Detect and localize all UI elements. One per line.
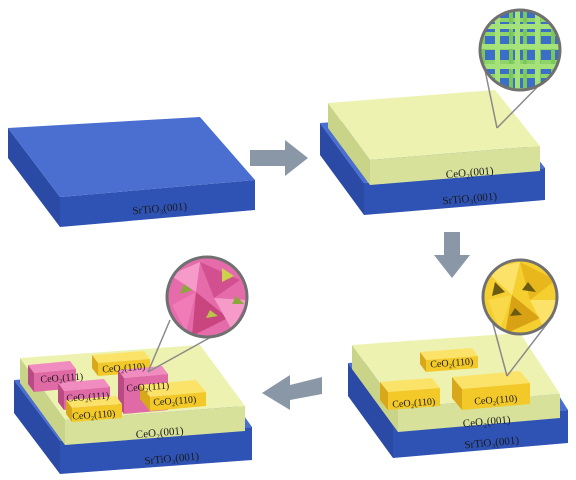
magnifier-callout-icon [147,255,249,373]
island-110-right [452,371,530,410]
magnifier-callout-icon [478,8,562,129]
magnifier-callout-icon [481,258,559,377]
panel-substrate: SrTiO₃(001) [8,117,255,227]
label-111-tall: CeO₂(111) [126,381,169,395]
label-111-back: CeO₂(111) [40,372,83,386]
island-110-right-label: CeO₂(110) [474,394,518,408]
islands-film-label: CeO₂(001) [462,414,511,430]
substrate-front [60,180,255,227]
substrate-top [8,117,255,197]
island-110-left [380,378,440,410]
panel-islands-110: SrTiO₃(001) CeO₂(001) CeO₂(110) CeO₂(110… [348,258,568,458]
substrate-label: SrTiO₃(001) [132,201,188,218]
island-110-back-label: CeO₂(110) [430,357,474,371]
label-110-back: CeO₂(110) [102,362,146,376]
island-110-front-right [140,380,206,411]
panel-film: SrTiO₃(001) CeO₂(001) [320,8,562,215]
islands-substrate-label: SrTiO₃(001) [464,435,520,452]
mixed-film-label: CeO₂(001) [135,425,184,441]
label-110-front-left: CeO₂(110) [72,409,116,423]
arrow-right-icon [250,140,308,176]
arrow-down-icon [434,232,470,278]
island-111-back [28,361,76,392]
film-label: CeO₂(001) [445,165,494,181]
island-110-left-label: CeO₂(110) [392,397,436,411]
label-110-front-right: CeO₂(110) [153,395,197,409]
island-110-back [420,348,478,372]
film-substrate-label: SrTiO₃(001) [442,191,498,208]
mixed-substrate-label: SrTiO₃(001) [144,451,200,468]
substrate-side [8,128,60,227]
label-111-middle: CeO₂(111) [66,391,109,405]
island-110-front-left [66,396,122,422]
panel-islands-mixed: SrTiO₃(001) CeO₂(001) [14,255,252,474]
arrow-left-icon [262,375,322,410]
